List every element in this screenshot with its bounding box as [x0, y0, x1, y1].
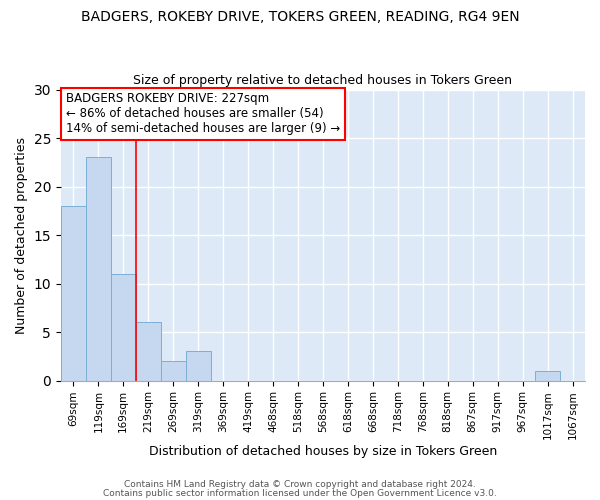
Bar	[185, 352, 211, 380]
Bar	[136, 322, 161, 380]
Bar	[86, 158, 111, 380]
Bar	[535, 371, 560, 380]
Bar	[61, 206, 86, 380]
Y-axis label: Number of detached properties: Number of detached properties	[15, 136, 28, 334]
Bar	[161, 361, 185, 380]
Text: Contains HM Land Registry data © Crown copyright and database right 2024.: Contains HM Land Registry data © Crown c…	[124, 480, 476, 489]
Text: Contains public sector information licensed under the Open Government Licence v3: Contains public sector information licen…	[103, 488, 497, 498]
Text: BADGERS, ROKEBY DRIVE, TOKERS GREEN, READING, RG4 9EN: BADGERS, ROKEBY DRIVE, TOKERS GREEN, REA…	[80, 10, 520, 24]
Text: BADGERS ROKEBY DRIVE: 227sqm
← 86% of detached houses are smaller (54)
14% of se: BADGERS ROKEBY DRIVE: 227sqm ← 86% of de…	[66, 92, 340, 136]
Title: Size of property relative to detached houses in Tokers Green: Size of property relative to detached ho…	[133, 74, 512, 87]
X-axis label: Distribution of detached houses by size in Tokers Green: Distribution of detached houses by size …	[149, 444, 497, 458]
Bar	[111, 274, 136, 380]
